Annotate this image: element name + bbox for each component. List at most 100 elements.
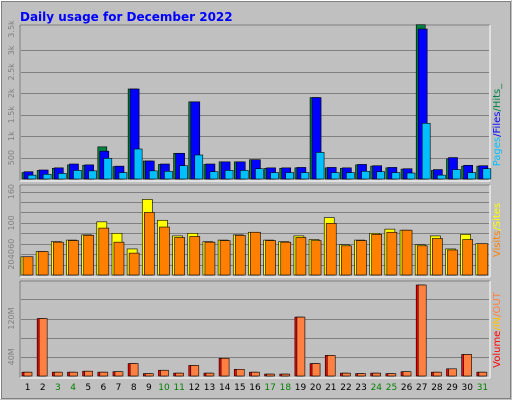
- x-tick-label: 19: [295, 383, 307, 393]
- x-tick-label: 26: [401, 383, 413, 393]
- x-tick-label: 5: [85, 383, 91, 393]
- y-tick-label: 2k: [7, 88, 16, 98]
- bar-hits-day-24: [376, 171, 386, 180]
- x-tick-label: 7: [116, 383, 122, 393]
- legend-entry: /: [492, 327, 503, 331]
- legend-entry: Pages: [492, 137, 503, 166]
- chart-legends: Pages/Files/Hits_Visits/SitesVolume/IN/O…: [492, 83, 503, 368]
- bar-out-day-12: [190, 365, 200, 377]
- x-tick-label: 22: [340, 383, 351, 393]
- bar-visits-day-19: [295, 237, 307, 276]
- x-tick-label: 9: [146, 383, 152, 393]
- x-tick-label: 12: [189, 383, 200, 393]
- bar-visits-day-2: [37, 251, 49, 276]
- legend-entry: Volume: [492, 331, 503, 368]
- x-tick-label: 15: [234, 383, 245, 393]
- x-tick-label: 29: [446, 383, 458, 393]
- bar-out-day-8: [129, 363, 139, 377]
- bar-hits-day-3: [58, 173, 67, 180]
- x-tick-label: 4: [70, 383, 76, 393]
- bar-out-day-9: [144, 373, 154, 377]
- bar-out-day-20: [311, 363, 321, 377]
- x-tick-label: 14: [219, 383, 231, 393]
- bar-out-day-10: [160, 369, 169, 377]
- bar-out-day-3: [54, 371, 63, 377]
- x-tick-label: 23: [355, 383, 366, 393]
- x-tick-label: 13: [204, 383, 215, 393]
- y-tick-label: 100: [7, 215, 16, 230]
- bar-out-day-11: [175, 372, 184, 377]
- x-tick-label: 1: [25, 383, 31, 393]
- bar-visits-day-29: [447, 249, 458, 276]
- panel-pages-files-hits: 500 1k 1.5k 2k 2.5k 3k 3.5k: [7, 20, 492, 182]
- y-tick-label: 40: [7, 249, 16, 259]
- x-tick-label: 17: [264, 383, 275, 393]
- bar-out-day-2: [38, 318, 48, 377]
- bar-visits-day-10: [159, 226, 170, 276]
- bar-visits-day-15: [234, 235, 246, 276]
- bar-hits-day-20: [315, 152, 325, 180]
- legend-entry: Files: [492, 112, 503, 134]
- x-tick-label: 11: [173, 383, 184, 393]
- bar-visits-day-24: [371, 234, 383, 276]
- bar-hits-day-18: [285, 172, 295, 180]
- frame-border-dark: [1, 1, 511, 399]
- bar-hits-day-2: [42, 173, 52, 180]
- bar-hits-day-22: [346, 172, 355, 180]
- legend-volume-in-out: Volume/IN/OUT: [492, 291, 503, 368]
- bar-visits-day-20: [310, 240, 322, 276]
- bar-hits-day-8: [133, 148, 143, 180]
- bar-out-day-5: [84, 370, 93, 377]
- bar-out-day-1: [23, 371, 33, 377]
- legend-entry: IN: [492, 317, 503, 327]
- y-tick-label: 120M: [7, 307, 16, 329]
- series-hits: [27, 122, 492, 180]
- bar-hits-day-11: [179, 165, 188, 180]
- bar-visits-day-13: [204, 241, 216, 276]
- bar-hits-day-25: [391, 172, 401, 180]
- bar-visits-day-8: [128, 252, 140, 276]
- bar-out-day-18: [281, 373, 291, 377]
- legend-entry: OUT: [492, 291, 503, 313]
- bar-out-day-13: [205, 372, 215, 377]
- bar-hits-day-17: [270, 172, 279, 180]
- bar-out-day-31: [478, 371, 488, 377]
- legend-entry: /: [492, 313, 503, 317]
- y-tick-label: 3k: [7, 45, 16, 55]
- x-tick-label: 28: [431, 383, 443, 393]
- bar-out-day-28: [433, 371, 442, 377]
- bar-out-day-16: [251, 371, 260, 377]
- bar-out-day-27: [417, 284, 427, 377]
- bar-out-day-24: [372, 372, 382, 377]
- series-out: [23, 284, 488, 377]
- bar-hits-day-13: [209, 171, 219, 180]
- bar-out-day-25: [387, 373, 397, 377]
- y-tick-label: 60: [7, 239, 16, 249]
- bar-out-day-23: [357, 373, 366, 377]
- bar-visits-day-21: [325, 223, 337, 276]
- bar-visits-day-5: [83, 235, 94, 276]
- bar-visits-day-11: [174, 237, 185, 276]
- bar-out-day-7: [114, 371, 124, 377]
- bar-visits-day-3: [53, 241, 64, 276]
- bar-out-day-30: [463, 354, 472, 377]
- x-tick-label: 8: [131, 383, 137, 393]
- panel-background: [20, 281, 490, 378]
- panel-volume-in-out: 40M 120M: [7, 280, 491, 379]
- bar-hits-day-1: [27, 174, 37, 180]
- bar-hits-day-19: [300, 172, 310, 180]
- bar-out-day-19: [296, 316, 306, 377]
- bar-hits-day-4: [73, 170, 82, 180]
- bar-hits-day-15: [239, 170, 249, 180]
- bar-hits-day-23: [361, 170, 370, 180]
- bar-visits-day-14: [219, 240, 231, 276]
- x-tick-label: 6: [101, 383, 107, 393]
- bar-hits-day-31: [482, 168, 492, 180]
- y-tick-label: 1k: [7, 131, 16, 141]
- bar-visits-day-26: [401, 229, 413, 276]
- bar-visits-day-7: [113, 241, 125, 276]
- bar-visits-day-23: [356, 240, 367, 276]
- legend-visits-sites: Visits/Sites: [492, 203, 503, 257]
- bar-hits-day-21: [330, 172, 340, 180]
